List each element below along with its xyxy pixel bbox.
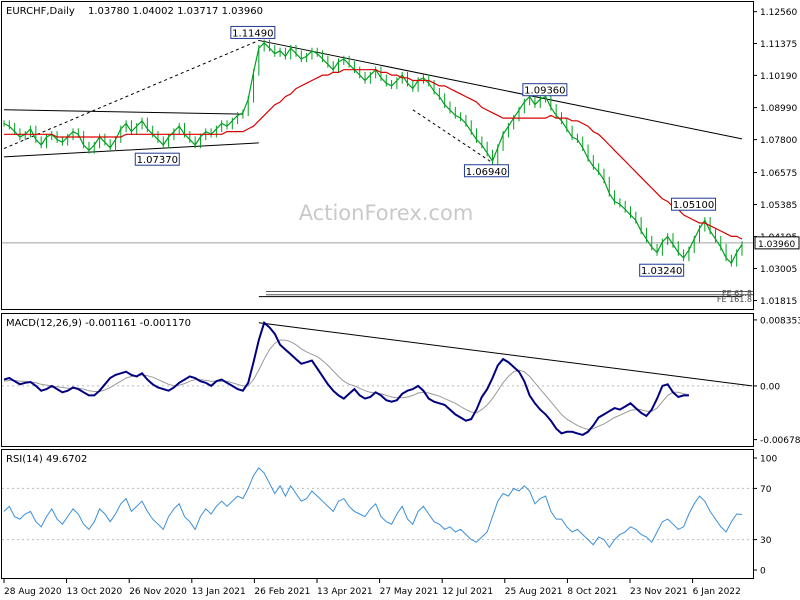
x-tick-label: 26 Feb 2021 (254, 587, 310, 597)
current-price-box (754, 236, 800, 250)
rsi-panel (2, 467, 753, 549)
x-tick-label: 27 May 2021 (380, 587, 439, 597)
fib-label: FE 161.8 (717, 295, 752, 304)
price-y-tick-label: 1.08990 (760, 104, 797, 114)
annotation-label: 1.05100 (673, 200, 714, 211)
price-annotations: 1.11490 1.07370 1.09360 1.06940 1.05100 1.032… (134, 25, 752, 304)
price-trendline (3, 39, 260, 149)
macd-y-tick-label: 0.00 (760, 382, 780, 392)
price-levels (2, 242, 753, 296)
price-annotation: 1.11490 (230, 25, 276, 39)
price-close-line (3, 42, 743, 265)
chart-title-ohlc: 1.03780 1.04002 1.03717 1.03960 (88, 6, 263, 17)
macd-signal-line (3, 339, 689, 430)
price-y-tick-label: 1.06575 (760, 169, 797, 179)
rsi-title: RSI(14) 49.6702 (6, 454, 87, 465)
macd-title: MACD(12,26,9) -0.001161 -0.001170 (6, 318, 191, 329)
rsi-y-tick-label: 0 (760, 567, 766, 577)
x-tick-label: 26 Nov 2020 (129, 587, 187, 597)
x-tick-label: 25 Aug 2021 (505, 587, 563, 597)
x-tick-label: 8 Oct 2021 (567, 587, 617, 597)
annotation-box (639, 263, 685, 277)
price-y-tick-label: 1.07800 (760, 136, 797, 146)
fib-label: FE 61.8 (722, 289, 752, 298)
annotation-label: 1.07370 (137, 155, 178, 166)
macd-y-tick-label: -0.006788 (760, 436, 800, 446)
moving-average-line (4, 69, 743, 240)
watermark: ActionForex.com (299, 201, 474, 225)
x-tick-label: 13 Jan 2021 (192, 587, 246, 597)
price-trendline (3, 109, 243, 115)
price-y-axis: 1.12560 1.11375 1.10190 1.08990 1.07800 1.065… (753, 8, 800, 307)
annotation-box (463, 164, 509, 178)
rsi-y-tick-label: 70 (760, 485, 772, 495)
price-series (3, 39, 743, 267)
rsi-y-tick-label: 30 (760, 536, 772, 546)
x-axis: 28 Aug 2020 13 Oct 2020 26 Nov 2020 13 Jan … (3, 578, 741, 597)
x-tick-label: 12 Jul 2021 (442, 587, 493, 597)
rsi-panel-frame (1, 449, 754, 579)
macd-y-axis: 0.008353 0.00 -0.006788 (753, 316, 800, 446)
macd-trendline (258, 322, 753, 387)
price-annotation: 1.06940 (463, 164, 509, 178)
annotation-box (671, 197, 717, 211)
x-tick-label: 13 Oct 2020 (67, 587, 123, 597)
price-y-tick-label: 1.11375 (760, 40, 797, 50)
price-y-tick-label: 1.05385 (760, 201, 797, 211)
x-tick-label: 23 Nov 2021 (630, 587, 688, 597)
chart-title-symbol: EURCHF,Daily (6, 6, 75, 17)
macd-panel-frame (1, 313, 754, 447)
price-annotation: 1.09360 (522, 83, 568, 97)
price-annotation: 1.05100 (671, 197, 717, 211)
price-y-tick-label: 1.01815 (760, 297, 797, 307)
price-trendline (3, 142, 259, 158)
macd-panel (2, 320, 753, 436)
price-y-tick-label: 1.03005 (760, 265, 797, 275)
annotation-label: 1.03240 (641, 266, 682, 277)
x-tick-label: 28 Aug 2020 (4, 587, 62, 597)
price-annotation: 1.03240 (639, 263, 685, 277)
price-y-tick-label: 1.12560 (760, 8, 797, 18)
current-price-label: 1.03960 (758, 240, 795, 250)
price-y-tick-label: 1.10190 (760, 72, 797, 82)
x-tick-label: 13 Apr 2021 (317, 587, 373, 597)
price-trendline (258, 39, 743, 140)
annotation-box (522, 83, 568, 97)
annotation-box (230, 25, 276, 39)
x-tick-label: 6 Jan 2022 (693, 587, 741, 597)
annotation-label: 1.06940 (466, 167, 507, 178)
annotation-box (134, 152, 180, 166)
price-annotation: 1.07370 (134, 152, 180, 166)
price-panel-frame (1, 1, 754, 310)
macd-y-tick-label: 0.008353 (760, 316, 800, 326)
price-trendline (412, 109, 493, 164)
annotation-label: 1.09360 (524, 86, 565, 97)
rsi-line (3, 467, 743, 549)
macd-line (3, 320, 689, 436)
price-trendlines (3, 39, 743, 298)
rsi-y-tick-label: 100 (760, 455, 777, 465)
rsi-y-axis: 100 70 30 0 (753, 455, 777, 577)
annotation-label: 1.11490 (232, 28, 273, 39)
